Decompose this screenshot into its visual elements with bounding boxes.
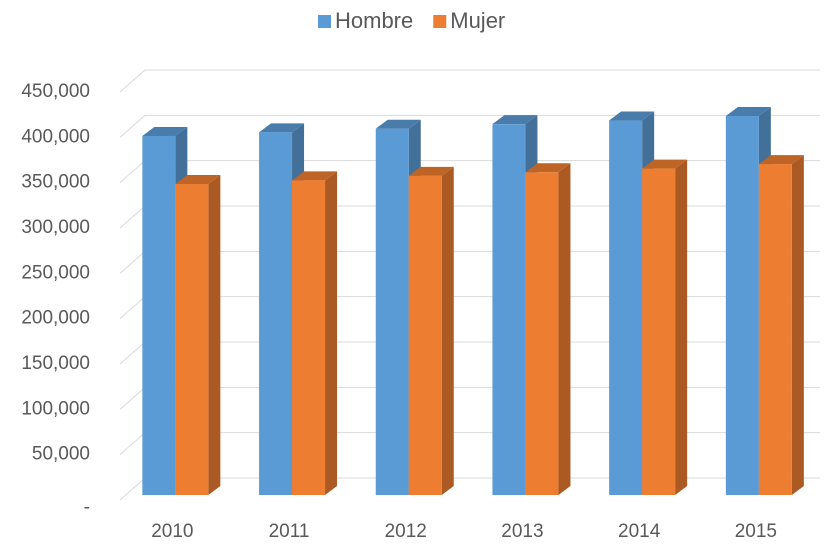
bar-front [292, 180, 326, 496]
legend-label: Hombre [335, 8, 413, 33]
grid-line [119, 205, 820, 229]
bar [408, 166, 454, 495]
grid-line [119, 296, 820, 320]
bar-top [142, 126, 188, 136]
y-tick-label: 150,000 [21, 353, 90, 374]
y-tick-label: 50,000 [32, 444, 90, 465]
bar-top [525, 163, 571, 173]
bar-top [259, 123, 305, 133]
grid-line [119, 386, 820, 410]
bar-top [725, 107, 771, 117]
grid-line [119, 432, 820, 456]
bar [175, 175, 221, 495]
bar-front [142, 135, 176, 495]
x-tick-label: 2010 [151, 521, 193, 542]
grid-line [119, 477, 820, 501]
grid-line [119, 341, 820, 365]
y-tick-label: 350,000 [21, 172, 90, 193]
bar-front [758, 164, 792, 496]
y-tick-label: 300,000 [21, 217, 90, 238]
bar [525, 163, 571, 495]
bar-top [642, 159, 688, 169]
bar [642, 159, 688, 495]
x-tick-label: 2012 [385, 521, 427, 542]
bar-top [758, 155, 804, 165]
bar-top [175, 175, 221, 185]
bar-top [492, 115, 538, 125]
bar-front [725, 116, 759, 495]
bar-front [525, 172, 559, 495]
x-tick-label: 2011 [269, 521, 310, 542]
x-tick-label: 2013 [501, 521, 543, 542]
bar-side [558, 163, 571, 495]
bar [758, 155, 804, 496]
bar-side [675, 159, 688, 495]
y-tick-label: 200,000 [21, 308, 90, 329]
y-tick-label: 100,000 [21, 398, 90, 419]
bar-side [325, 171, 338, 496]
bar-side [791, 155, 804, 496]
bar-top [375, 119, 421, 129]
bar-front [375, 128, 409, 495]
grid-line [119, 69, 820, 93]
y-tick-label: 400,000 [21, 126, 90, 147]
bar-front [408, 175, 442, 495]
bar-top [609, 111, 655, 121]
x-tick-label: 2015 [735, 521, 777, 542]
legend-label: Mujer [450, 8, 505, 33]
bar-front [642, 168, 676, 495]
bar-top [408, 166, 454, 176]
bar-top [292, 171, 338, 181]
grid-line [119, 114, 820, 138]
bar-side [208, 175, 221, 495]
bar [292, 171, 338, 496]
bar-front [259, 132, 293, 496]
legend-swatch [433, 15, 447, 28]
legend-swatch [318, 15, 331, 28]
bar-side [441, 166, 454, 495]
x-tick-label: 2014 [618, 521, 661, 542]
grid-line [119, 250, 820, 274]
y-tick-label: - [84, 497, 90, 518]
bar-front [492, 124, 526, 495]
bar-front [175, 184, 209, 495]
grid-line [119, 160, 820, 184]
y-tick-label: 450,000 [21, 81, 90, 102]
y-tick-label: 250,000 [21, 262, 90, 283]
bar-front [609, 120, 643, 496]
